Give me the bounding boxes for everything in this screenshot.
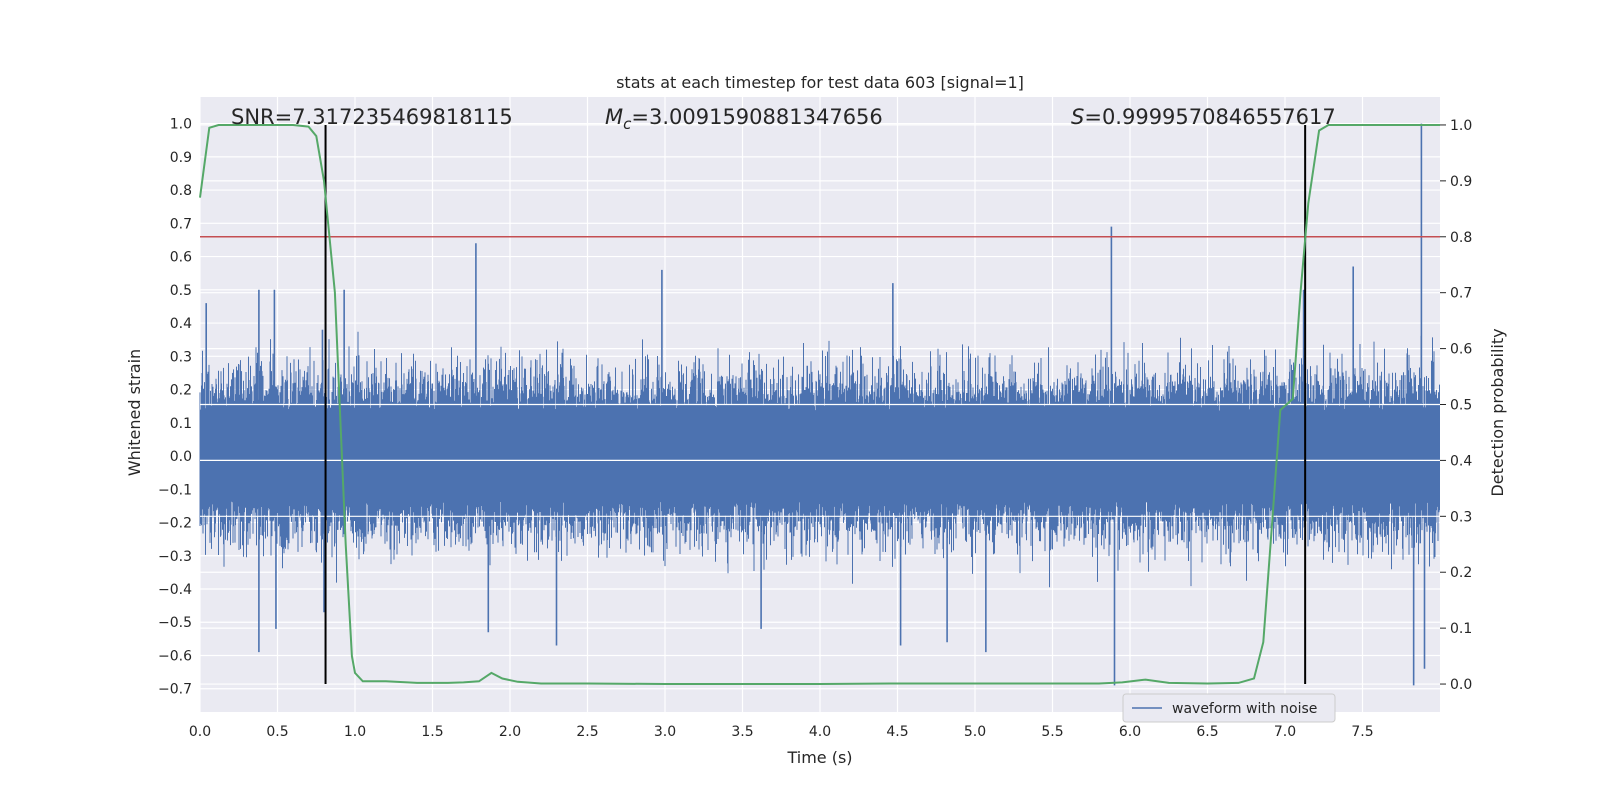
y-left-tick-label: 0.6: [170, 250, 192, 266]
y-left-tick-label: 0.9: [170, 150, 192, 166]
y-left-tick-label: −0.2: [158, 516, 192, 532]
y-left-tick-label: −0.1: [158, 482, 192, 498]
y-axis-right-label: Detection probability: [1488, 328, 1507, 496]
y-right-tick-label: 0.0: [1450, 677, 1472, 693]
x-tick-label: 2.0: [499, 724, 521, 740]
y-left-tick-label: −0.7: [158, 682, 192, 698]
y-left-tick-label: −0.6: [158, 648, 192, 664]
overlay-lines: [199, 124, 1440, 685]
y-right-tick-label: 0.5: [1450, 398, 1472, 414]
x-tick-label: 3.5: [731, 724, 753, 740]
x-tick-label: 0.0: [189, 724, 211, 740]
y-left-tick-label: 0.5: [170, 283, 192, 299]
s-value: =0.9999570846557617: [1084, 105, 1335, 129]
x-tick-label: 0.5: [266, 724, 288, 740]
y-left-tick-label: −0.5: [158, 615, 192, 631]
x-axis-label: Time (s): [786, 748, 852, 767]
y-left-tick-label: 0.1: [170, 416, 192, 432]
y-left-tick-label: 1.0: [170, 117, 192, 133]
y-left-tick-label: −0.4: [158, 582, 192, 598]
y-left-tick-label: 0.7: [170, 216, 192, 232]
x-tick-label: 6.0: [1119, 724, 1141, 740]
legend: waveform with noise: [1122, 693, 1336, 723]
y-left-tick-label: 0.2: [170, 383, 192, 399]
x-tick-label: 7.5: [1351, 724, 1373, 740]
y-right-tick-label: 0.1: [1450, 621, 1472, 637]
chart-title: stats at each timestep for test data 603…: [616, 73, 1024, 92]
mc-value: =3.0091590881347656: [631, 105, 882, 129]
y-right-tick-label: 0.4: [1450, 453, 1472, 469]
y-right-tick-label: 0.3: [1450, 509, 1472, 525]
y-left-tick-label: 0.0: [170, 449, 192, 465]
y-right-tick-label: 1.0: [1450, 118, 1472, 134]
y-left-tick-label: 0.4: [170, 316, 192, 332]
x-tick-label: 1.5: [421, 724, 443, 740]
x-tick-label: 4.5: [886, 724, 908, 740]
detection-probability-line: [199, 124, 1440, 685]
y-left-tick-label: 0.8: [170, 183, 192, 199]
axis-ticks: 0.0 0.5 1.0 1.5 2.0 2.5 3.0 3.5 4.0 4.5 5.0 5.5 6.0 6…: [158, 117, 1472, 740]
x-tick-label: 4.0: [809, 724, 831, 740]
y-right-tick-label: 0.2: [1450, 565, 1472, 581]
x-tick-label: 5.5: [1041, 724, 1063, 740]
y-right-tick-label: 0.7: [1450, 286, 1472, 302]
y-left-tick-label: −0.3: [158, 549, 192, 565]
x-tick-label: 7.0: [1274, 724, 1296, 740]
s-symbol: S: [1071, 105, 1084, 129]
y-right-tick-label: 0.6: [1450, 342, 1472, 358]
legend-label: waveform with noise: [1172, 701, 1317, 717]
y-axis-left-label: Whitened strain: [125, 349, 144, 476]
waveform-series: [199, 123, 1440, 686]
x-tick-label: 1.0: [344, 724, 366, 740]
x-tick-label: 6.5: [1196, 724, 1218, 740]
y-left-tick-label: 0.3: [170, 349, 192, 365]
x-tick-label: 5.0: [964, 724, 986, 740]
mc-annotation: Mc=3.0091590881347656: [605, 105, 883, 133]
waveform-line: [199, 331, 1440, 588]
mc-subscript: c: [623, 115, 632, 133]
mc-symbol: M: [605, 105, 623, 129]
y-right-tick-label: 0.8: [1450, 230, 1472, 246]
s-annotation: S=0.9999570846557617: [1071, 105, 1336, 129]
legend-box: [1122, 693, 1336, 723]
y-right-tick-label: 0.9: [1450, 174, 1472, 190]
snr-annotation: SNR=7.317235469818115: [231, 105, 513, 129]
x-tick-label: 2.5: [576, 724, 598, 740]
x-tick-label: 3.0: [654, 724, 676, 740]
